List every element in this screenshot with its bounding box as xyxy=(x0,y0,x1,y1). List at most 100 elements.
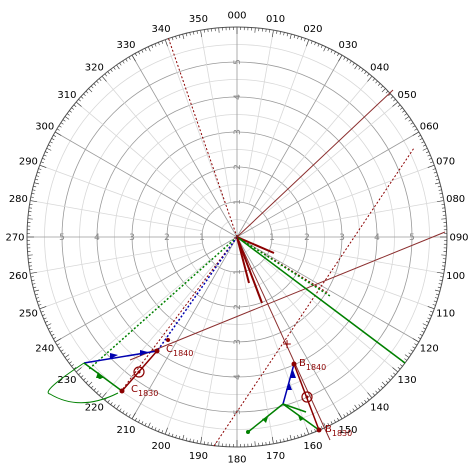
degree-tick xyxy=(412,338,420,343)
degree-tick xyxy=(427,154,431,157)
bearing-spoke xyxy=(164,269,226,435)
bearing-spoke xyxy=(259,75,373,211)
degree-tick xyxy=(408,119,412,122)
bearing-label: 180 xyxy=(227,455,246,466)
bearing-label: 040 xyxy=(370,62,389,73)
plot-lines: + + C1840 C1830 B1840 B1830 xyxy=(47,36,446,447)
bearing-spoke xyxy=(236,236,343,420)
degree-tick xyxy=(80,375,84,378)
bearing-label: 220 xyxy=(85,403,104,414)
degree-tick xyxy=(78,372,81,375)
degree-tick xyxy=(138,419,141,423)
degree-tick xyxy=(66,358,70,361)
degree-tick xyxy=(53,337,57,340)
range-ring-label: 4 xyxy=(374,233,380,243)
degree-tick xyxy=(45,320,49,323)
degree-tick xyxy=(367,392,373,399)
degree-tick xyxy=(388,93,391,97)
bearing-spoke xyxy=(263,101,399,215)
degree-tick xyxy=(34,182,40,185)
degree-tick xyxy=(439,193,443,195)
bearing-label: 320 xyxy=(85,62,104,73)
degree-tick xyxy=(53,134,57,137)
degree-tick xyxy=(343,56,346,60)
bearing-spoke xyxy=(236,236,420,343)
degree-tick xyxy=(90,85,94,89)
cross-marker: + xyxy=(282,337,292,351)
target-b-1840-label: B1840 xyxy=(299,358,326,372)
degree-tick xyxy=(393,372,396,375)
c-green-point xyxy=(98,375,102,379)
degree-tick xyxy=(71,107,75,110)
degree-tick xyxy=(66,113,70,116)
degree-tick xyxy=(390,96,394,99)
b-green-point xyxy=(246,430,250,434)
degree-tick xyxy=(182,34,185,40)
degree-tick xyxy=(107,399,110,403)
degree-tick xyxy=(90,385,94,389)
bearing-labels: 000 010 020 030 040 050 060 070 080 090 100 110 120 1… xyxy=(5,11,468,466)
degree-tick xyxy=(434,182,440,185)
degree-tick xyxy=(271,436,274,444)
degree-tick xyxy=(134,417,137,421)
degree-tick xyxy=(104,73,107,77)
degree-tick xyxy=(113,66,116,70)
degree-tick xyxy=(60,349,64,352)
degree-tick xyxy=(436,271,444,274)
target-c-1830-point xyxy=(119,388,125,394)
degree-tick xyxy=(75,101,82,107)
degree-tick xyxy=(43,154,47,157)
degree-tick xyxy=(279,31,281,35)
degree-tick xyxy=(439,279,443,281)
target-b-1830-point xyxy=(316,427,322,433)
degree-tick xyxy=(327,422,330,426)
bearing-label: 240 xyxy=(35,344,54,355)
degree-tick xyxy=(110,69,113,72)
degree-tick xyxy=(399,364,403,367)
degree-tick xyxy=(314,428,316,432)
degree-tick xyxy=(196,30,198,34)
degree-tick xyxy=(54,131,62,136)
target-c-1840-label: C1840 xyxy=(166,344,193,358)
degree-tick xyxy=(141,49,144,53)
bearing-spoke xyxy=(200,30,232,203)
degree-tick xyxy=(358,66,361,70)
bearing-spoke xyxy=(54,236,238,343)
degree-tick xyxy=(49,330,53,333)
degree-tick xyxy=(151,425,154,429)
degree-tick xyxy=(42,158,46,160)
degree-tick xyxy=(367,75,373,82)
degree-tick xyxy=(425,151,429,154)
own-ship-vector-3 xyxy=(236,236,275,254)
degree-tick xyxy=(30,200,38,203)
bearing-label: 270 xyxy=(5,233,24,244)
degree-tick xyxy=(300,433,303,437)
degree-tick xyxy=(421,141,425,144)
degree-tick xyxy=(317,43,320,47)
degree-tick xyxy=(346,58,349,62)
target-b-cpa-dot xyxy=(305,395,309,399)
degree-tick xyxy=(354,64,358,70)
range-ring-label: 5 xyxy=(409,233,415,243)
degree-tick xyxy=(51,333,55,336)
bearing-label: 290 xyxy=(19,157,38,168)
degree-tick xyxy=(404,116,410,120)
degree-tick xyxy=(412,346,416,349)
degree-tick xyxy=(337,53,340,57)
degree-tick xyxy=(377,388,381,391)
degree-tick xyxy=(196,440,198,444)
degree-tick xyxy=(323,46,327,52)
degree-tick xyxy=(88,381,93,386)
degree-tick xyxy=(147,46,151,52)
degree-tick xyxy=(408,352,412,355)
degree-tick xyxy=(414,128,418,131)
degree-tick xyxy=(193,439,195,443)
degree-tick xyxy=(352,62,355,66)
target-b-arrow-4 xyxy=(298,415,304,421)
bearing-spoke xyxy=(39,164,205,226)
degree-tick xyxy=(346,412,349,416)
range-ring-label: 3 xyxy=(129,233,135,243)
bearing-label: 150 xyxy=(338,425,357,436)
bearing-label: 050 xyxy=(398,90,417,101)
bearing-label: 140 xyxy=(370,403,389,414)
